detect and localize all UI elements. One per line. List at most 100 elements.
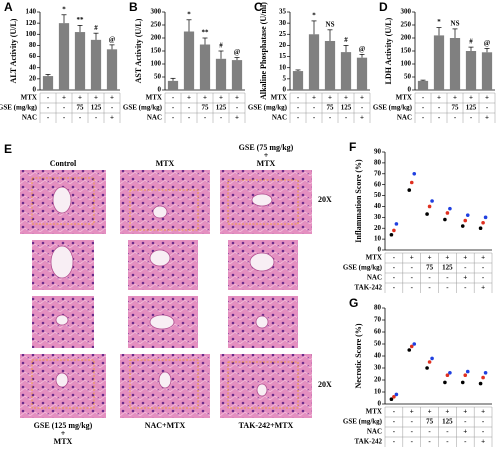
y-axis-label: Necrotic Score (%): [354, 323, 363, 388]
panel-label: A: [4, 0, 13, 14]
bar: [449, 38, 461, 90]
y-tick-label: 0: [378, 400, 382, 408]
cell: 75: [327, 104, 335, 112]
bar: [74, 32, 86, 90]
image-label: MTX: [156, 159, 175, 168]
cell: -: [63, 104, 66, 112]
cell: -: [464, 438, 467, 446]
cell: -: [464, 264, 467, 272]
cell: -: [188, 104, 191, 112]
y-tick-label: 80: [374, 158, 382, 166]
dot: [392, 395, 396, 399]
cell: -: [482, 418, 485, 426]
cell: -: [393, 264, 396, 272]
y-tick-label: 70: [374, 316, 382, 324]
y-tick-label: 50: [374, 191, 382, 199]
magnification: 20X: [318, 380, 332, 389]
cell: -: [188, 114, 191, 122]
cell: -: [411, 274, 414, 282]
cell: -: [482, 428, 485, 436]
row-label: GSE (mg/kg): [343, 264, 383, 272]
dot: [427, 204, 432, 209]
panel-label: F: [349, 140, 356, 154]
y-axis-label: AST Activity (U/L): [134, 18, 143, 83]
cell: -: [47, 104, 50, 112]
histology-images: [20, 170, 312, 418]
cell: -: [411, 428, 414, 436]
image-label: MTX: [257, 159, 276, 168]
cell: -: [438, 114, 441, 122]
cell: -: [438, 104, 441, 112]
dot: [478, 226, 483, 231]
cell: +: [187, 94, 191, 102]
row-label: MTX: [146, 94, 162, 102]
cell: +: [360, 114, 364, 122]
row-label: GSE (mg/kg): [123, 104, 163, 112]
annotation: #: [94, 24, 98, 32]
y-tick-label: 15: [279, 52, 287, 60]
dot: [448, 206, 452, 211]
dot: [425, 212, 429, 216]
annotation: NS: [326, 20, 335, 28]
cell: -: [446, 438, 449, 446]
magnification: 20X: [318, 195, 332, 204]
cell: -: [482, 274, 485, 282]
annotation: NS: [451, 20, 460, 28]
annotation: *: [312, 12, 316, 20]
cell: -: [486, 104, 489, 112]
cell: -: [482, 264, 485, 272]
cell: +: [410, 408, 414, 416]
cell: 125: [442, 418, 453, 426]
annotation: *: [62, 5, 66, 13]
dot: [443, 217, 447, 222]
row-label: NAC: [147, 114, 162, 122]
annotation: #: [344, 36, 348, 44]
cell: 75: [77, 104, 85, 112]
dot: [427, 360, 432, 364]
dot: [445, 373, 450, 378]
dot: [463, 218, 468, 223]
cell: -: [428, 284, 431, 292]
cell: -: [454, 114, 457, 122]
bar: [481, 52, 493, 90]
dot: [478, 381, 483, 386]
cell: +: [485, 114, 489, 122]
y-tick-label: 0: [33, 86, 37, 94]
cell: -: [422, 104, 425, 112]
y-tick-label: 0: [158, 86, 162, 94]
row-label: MTX: [396, 94, 412, 102]
cell: +: [94, 94, 98, 102]
image-label: +: [61, 429, 66, 438]
row-label: MTX: [271, 94, 287, 102]
cell: -: [111, 104, 114, 112]
dot: [465, 369, 470, 374]
cell: +: [481, 284, 485, 292]
y-tick-label: 35: [279, 8, 287, 16]
bar: [417, 80, 429, 90]
y-tick-label: 80: [29, 41, 37, 49]
bar: [199, 44, 211, 90]
y-axis-label: Inflammation Score (%): [354, 159, 363, 243]
cell: +: [219, 94, 223, 102]
dot: [407, 188, 412, 192]
cell: -: [345, 114, 348, 122]
row-label: NAC: [22, 114, 37, 122]
cell: -: [297, 114, 300, 122]
dot: [430, 199, 434, 203]
y-tick-label: 30: [374, 364, 382, 372]
panel-label: E: [4, 142, 12, 156]
y-tick-label: 250: [401, 21, 412, 29]
annotation: **: [202, 29, 210, 37]
y-tick-label: 20: [374, 376, 382, 384]
row-label: GSE (mg/kg): [248, 104, 288, 112]
y-tick-label: 150: [151, 47, 162, 55]
dot: [481, 375, 485, 380]
cell: -: [422, 114, 425, 122]
image-label: TAK-242+MTX: [239, 421, 294, 430]
y-tick-label: 120: [26, 19, 37, 27]
y-tick-label: 60: [374, 180, 382, 188]
cell: -: [95, 114, 98, 122]
cell: +: [235, 114, 239, 122]
cell: +: [428, 408, 432, 416]
